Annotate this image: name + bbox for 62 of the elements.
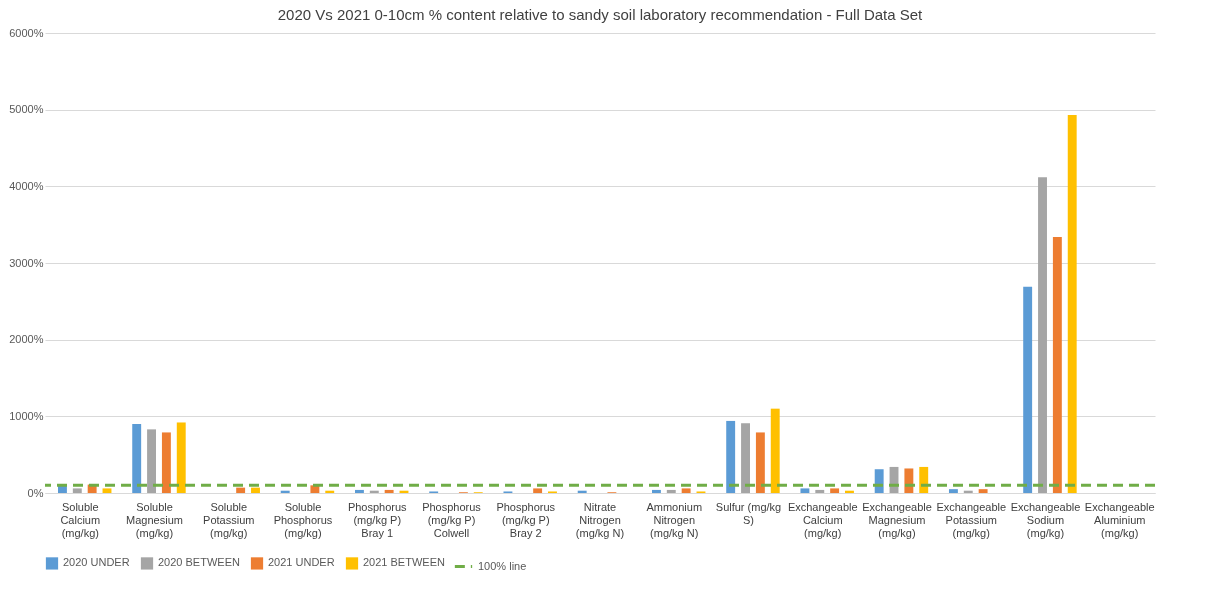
x-tick-label: Phosphorus (mg/kg P) Colwell: [422, 500, 482, 539]
bar: [176, 422, 186, 493]
bar: [948, 489, 958, 493]
y-tick-label: 1000%: [9, 409, 44, 422]
x-tick-label: Exchangeable Sodium (mg/kg): [1010, 500, 1081, 539]
bar: [102, 488, 112, 493]
bar: [577, 490, 587, 493]
x-tick-label: Soluble Phosphorus (mg/kg): [273, 500, 333, 539]
y-tick-label: 3000%: [9, 256, 44, 269]
bar: [280, 490, 290, 493]
legend-label: 2020 BETWEEN: [158, 556, 240, 569]
bar: [830, 488, 840, 493]
bar: [325, 490, 335, 493]
y-tick-label: 0%: [27, 486, 44, 499]
bar: [770, 408, 780, 493]
bar: [1038, 177, 1047, 493]
x-tick-label: Nitrate Nitrogen (mg/kg N): [575, 500, 625, 539]
bar: [1023, 286, 1033, 493]
bar: [161, 432, 171, 493]
legend-label: 2021 UNDER: [268, 556, 335, 569]
bar: [919, 466, 929, 493]
x-tick-label: Exchangeable Magnesium (mg/kg): [862, 500, 932, 539]
bar: [755, 432, 765, 493]
bar: [369, 490, 379, 493]
bar: [666, 489, 676, 493]
bar: [251, 487, 260, 493]
x-tick-label: Soluble Calcium (mg/kg): [60, 500, 101, 539]
bar: [132, 424, 142, 493]
legend-label: 100% line: [478, 559, 527, 572]
bar: [963, 490, 973, 493]
bar: [72, 488, 82, 493]
bar: [533, 488, 543, 493]
x-tick-label: Soluble Magnesium (mg/kg): [126, 500, 183, 539]
bar: [1052, 236, 1062, 493]
x-tick-label: Soluble Potassium (mg/kg): [203, 500, 255, 539]
x-tick-label: Phosphorus (mg/kg P) Bray 2: [496, 500, 556, 539]
bar: [236, 487, 246, 493]
y-tick-label: 4000%: [9, 179, 44, 192]
bar: [741, 423, 750, 493]
chart-title: 2020 Vs 2021 0-10cm % content relative to sandy soil laboratory recommendation - Full Data Set: [277, 6, 924, 23]
bar: [681, 488, 691, 493]
y-tick-label: 6000%: [9, 26, 44, 39]
bar: [1067, 115, 1077, 493]
bar: [384, 489, 394, 493]
bar: [354, 489, 364, 493]
bar: [147, 429, 156, 493]
bar: [651, 489, 661, 493]
bar: [845, 490, 854, 493]
x-tick-label: Sulfur (mg/kg S): [715, 500, 782, 526]
y-tick-label: 5000%: [9, 103, 44, 116]
bar: [726, 420, 736, 493]
x-tick-label: Phosphorus (mg/kg P) Bray 1: [347, 500, 408, 539]
x-tick-label: Exchangeable Calcium (mg/kg): [787, 500, 858, 539]
x-tick-label: Exchangeable Potassium (mg/kg): [936, 500, 1007, 539]
legend-label: 2020 UNDER: [63, 556, 130, 569]
bar: [815, 489, 825, 493]
x-tick-label: Ammonium Nitrogen (mg/kg N): [646, 500, 703, 539]
bar: [800, 488, 810, 493]
bar: [978, 489, 988, 493]
x-tick-label: Exchangeable Aluminium (mg/kg): [1084, 500, 1155, 539]
legend-label: 2021 BETWEEN: [363, 556, 445, 569]
y-tick-label: 2000%: [9, 333, 44, 346]
